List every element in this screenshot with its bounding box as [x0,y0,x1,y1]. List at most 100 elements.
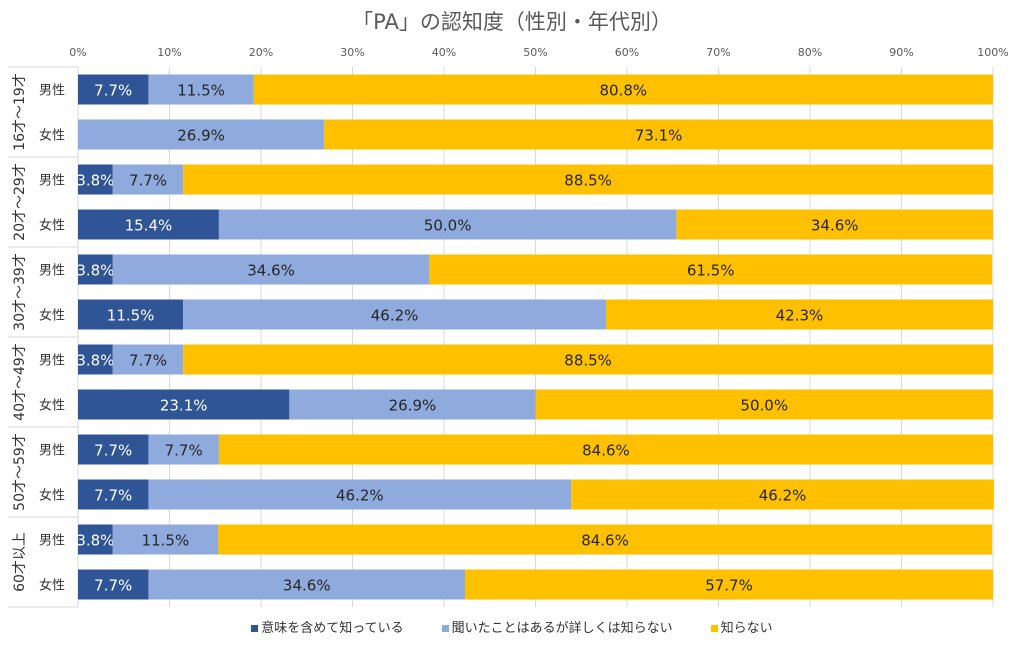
category-label: 女性 [39,398,65,414]
x-tick-label: 90% [889,46,913,59]
category-label: 男性 [39,174,65,189]
legend-swatch [710,625,718,632]
data-label: 7.7% [129,172,167,190]
bar-segment [218,209,677,240]
legend-swatch [251,625,259,632]
bar-segment [253,74,993,105]
data-label: 46.2% [336,487,384,505]
data-label: 3.8% [76,352,114,370]
bar-segment [183,344,994,375]
chart-title: 「PA」の認知度（性別・年代別） [352,10,672,34]
bar-segment [78,479,149,510]
legend-label: 聞いたことはあるが詳しくは知らない [451,621,673,636]
x-tick-label: 100% [977,46,1008,59]
category-label: 男性 [39,264,65,279]
bar-segment [78,74,149,105]
x-tick-label: 40% [432,46,456,59]
legend-swatch [441,625,449,632]
bar-segment [112,344,184,375]
bar-segment [78,434,149,465]
legend: 意味を含めて知っている 聞いたことはあるが詳しくは知らない 知らない [0,617,1024,636]
x-tick-label: 20% [249,46,273,59]
bar-segment [148,569,466,600]
data-label: 3.8% [76,532,114,550]
data-label: 7.7% [129,352,167,370]
category-label: 女性 [39,128,65,144]
data-label: 26.9% [389,397,437,415]
data-label: 46.2% [759,487,807,505]
bar-segment [289,389,536,420]
x-tick-label: 70% [706,46,730,59]
bar-segment [571,479,994,510]
group-label: 40才～49才 [12,343,28,421]
data-label: 80.8% [600,82,648,100]
group-label: 50才～59才 [12,433,28,511]
bar-segment [148,74,254,105]
legend-item: 聞いたことはあるが詳しくは知らない [441,617,673,636]
bar-segment [183,299,606,330]
bar-segment [324,119,993,150]
category-label: 男性 [39,444,65,459]
bar-segment [78,389,290,420]
data-label: 3.8% [76,172,114,190]
data-label: 84.6% [582,442,630,460]
bar-segment [112,254,430,285]
bar-segment [148,434,219,465]
data-label: 73.1% [635,127,683,145]
bar-segment [78,524,113,555]
data-label: 46.2% [371,307,419,325]
data-label: 3.8% [76,262,114,280]
bar-segment [148,479,572,510]
bar-segment [429,254,993,285]
group-label: 16才～19才 [12,73,28,151]
data-label: 7.7% [165,442,203,460]
group-label: 20才～29才 [12,163,28,241]
x-tick-label: 10% [157,46,181,59]
bar-segment [78,209,219,240]
data-label: 57.7% [705,577,753,595]
data-label: 15.4% [125,217,173,235]
category-label: 女性 [39,308,65,324]
data-label: 7.7% [94,577,132,595]
category-label: 男性 [39,534,65,549]
bar-segment [78,344,113,375]
bar-segment [465,569,993,600]
data-label: 11.5% [107,307,155,325]
data-label: 42.3% [776,307,824,325]
legend-item: 意味を含めて知っている [251,617,404,636]
bar-segment [78,254,113,285]
bar-segment [217,524,993,555]
data-label: 23.1% [160,397,208,415]
category-label: 男性 [39,84,65,99]
data-label: 34.6% [811,217,859,235]
group-label: 60才以上 [12,532,28,592]
group-label: 30才～39才 [12,253,28,331]
data-label: 7.7% [94,82,132,100]
bar-segment [112,164,184,195]
data-label: 11.5% [177,82,225,100]
x-tick-label: 0% [69,46,86,59]
bar-segment [218,434,993,465]
bar-segment [78,299,184,330]
bar-segment [78,119,325,150]
legend-label: 知らない [720,621,773,636]
data-label: 50.0% [740,397,788,415]
data-label: 7.7% [94,442,132,460]
legend-item: 知らない [710,617,773,636]
data-label: 34.6% [283,577,331,595]
x-tick-label: 60% [615,46,639,59]
x-tick-label: 80% [798,46,822,59]
bar-segment [183,164,994,195]
legend-label: 意味を含めて知っている [261,621,404,636]
data-label: 61.5% [687,262,735,280]
data-label: 26.9% [177,127,225,145]
bar-segment [78,164,113,195]
bar-segment [112,524,218,555]
category-label: 男性 [39,354,65,369]
data-label: 11.5% [142,532,190,550]
bar-segment [535,389,993,420]
data-label: 7.7% [94,487,132,505]
bar-segment [605,299,993,330]
